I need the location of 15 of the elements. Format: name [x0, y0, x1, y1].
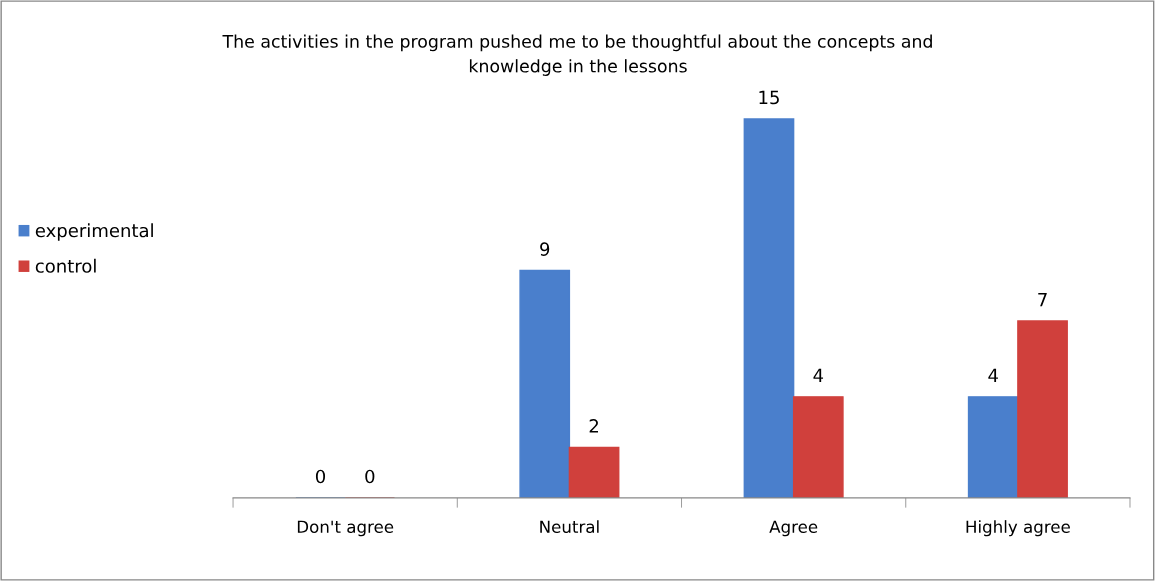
data-label: 4	[988, 368, 998, 382]
x-tick-label: Neutral	[540, 520, 599, 534]
x-tick-label: Agree	[769, 520, 818, 537]
x-tick-label: Don't agree	[297, 520, 394, 537]
data-label: 2	[589, 419, 598, 433]
data-label: 4	[813, 368, 824, 382]
x-tick-label: Highly agree	[966, 520, 1070, 537]
legend-label: experimental	[35, 223, 153, 241]
legend-label: control	[35, 258, 96, 273]
data-label: 15	[759, 90, 779, 105]
data-label: 0	[315, 469, 326, 484]
chart-title: The activities in the program pushed me to be thoughtful about the concepts and knowledge in the lessons	[222, 34, 932, 76]
data-label: 0	[365, 469, 375, 484]
data-label: 7	[1038, 293, 1047, 307]
data-label: 9	[540, 242, 550, 256]
